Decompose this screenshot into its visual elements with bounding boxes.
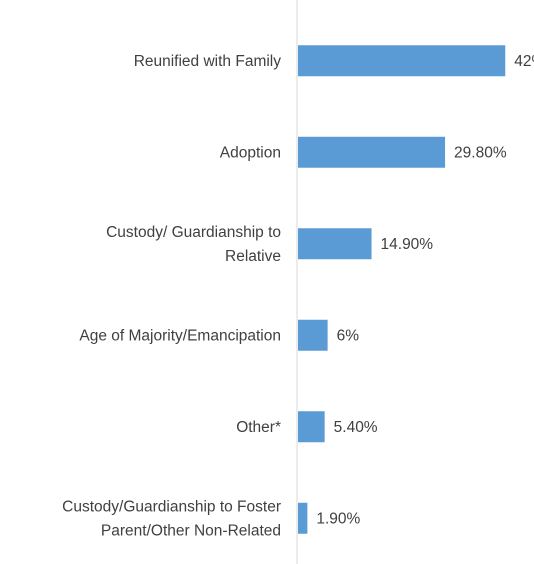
category-label: Age of Majority/Emancipation [79, 327, 281, 344]
bar [298, 319, 328, 351]
bar [298, 136, 446, 168]
data-label: 42% [514, 53, 534, 70]
bar [298, 228, 372, 260]
data-label: 6% [337, 327, 360, 344]
category-label: Reunified with Family [134, 53, 282, 70]
bar [298, 411, 325, 443]
category-label: Other* [236, 419, 281, 436]
data-label: 29.80% [454, 144, 507, 161]
bar [298, 45, 506, 77]
category-label: Custody/ Guardianship to Relative [106, 224, 281, 265]
bars [298, 45, 506, 534]
bar [298, 502, 308, 534]
data-label: 1.90% [316, 510, 360, 527]
category-labels: Reunified with Family Adoption Custody/ Gu… [62, 53, 281, 540]
category-label: Custody/Guardianship to Foster Parent/Oth… [62, 498, 281, 539]
data-label: 14.90% [381, 236, 434, 253]
data-labels: 42% 29.80% 14.90% 6% 5.40% 1.90% [316, 53, 534, 528]
data-label: 5.40% [334, 419, 378, 436]
category-label: Adoption [220, 144, 281, 161]
